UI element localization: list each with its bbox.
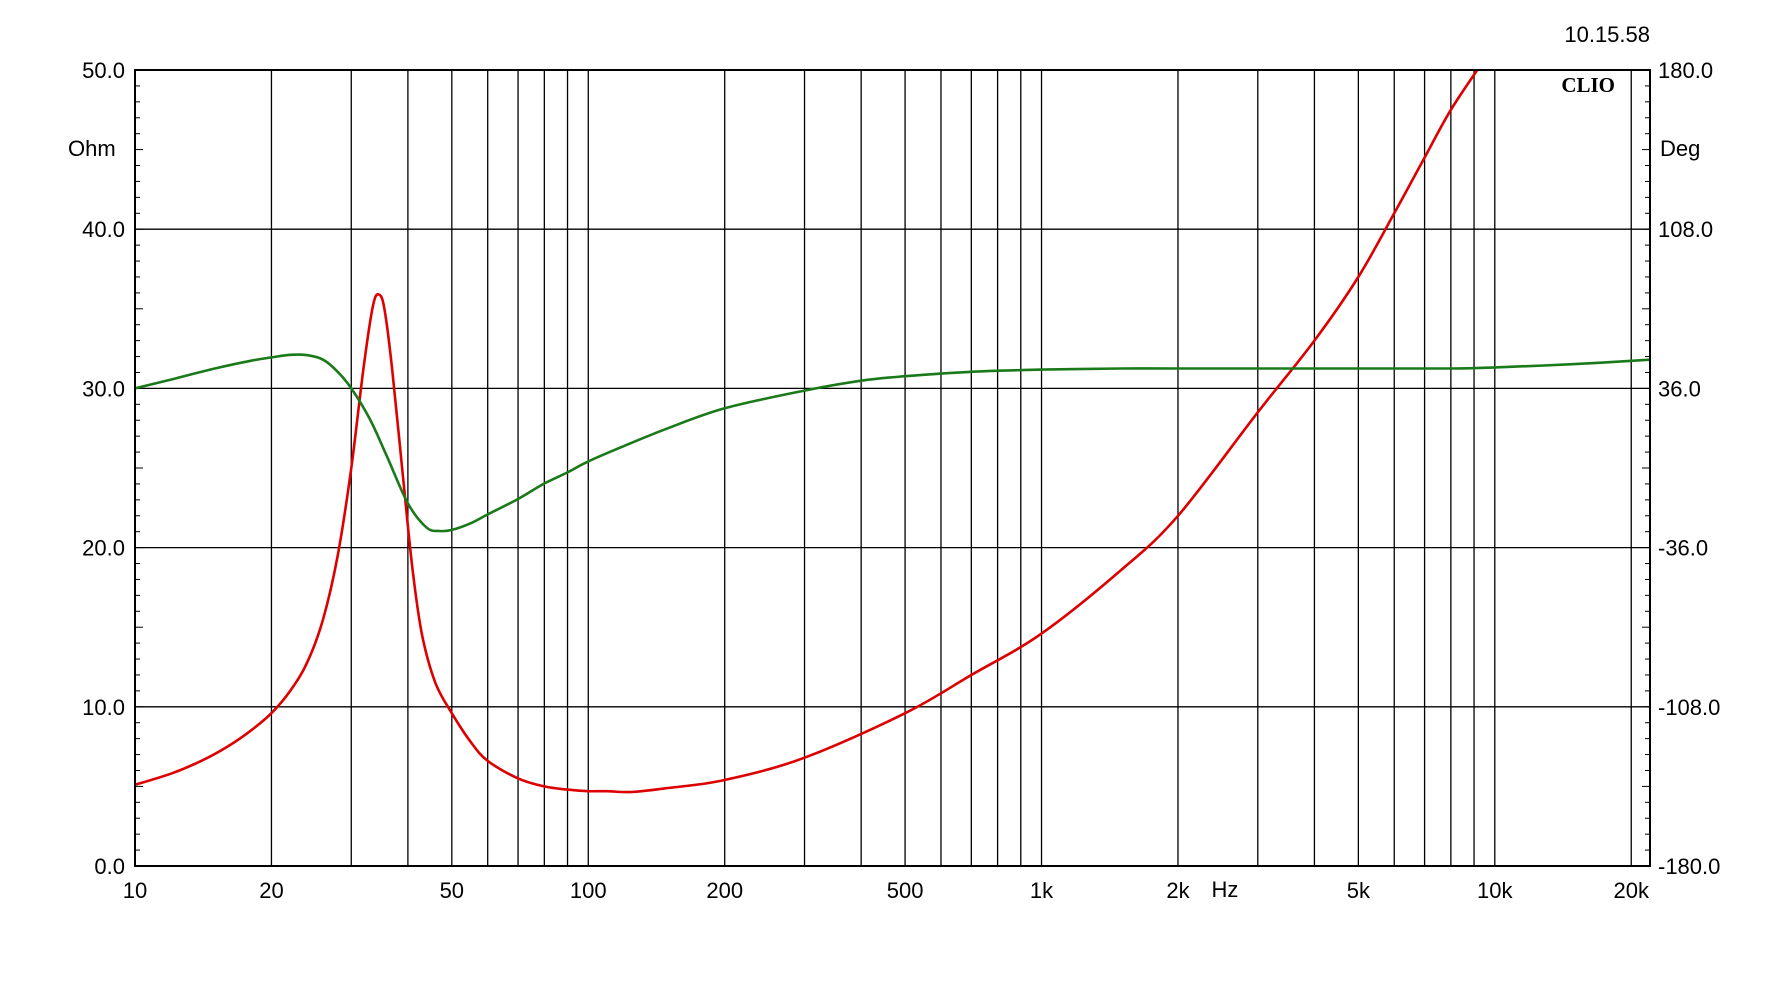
x-tick-label: 1k [1030,878,1054,903]
x-tick-label: 5k [1347,878,1371,903]
x-tick-label: 10k [1477,878,1513,903]
y-left-tick-label: 10.0 [82,695,125,720]
y-left-tick-label: 30.0 [82,376,125,401]
x-axis-unit: Hz [1212,877,1239,902]
y-left-tick-label: 0.0 [94,854,125,879]
y-axis-left-unit: Ohm [68,136,116,161]
y-right-tick-label: -108.0 [1658,695,1720,720]
x-tick-label: 500 [887,878,924,903]
y-left-tick-label: 20.0 [82,536,125,561]
y-right-tick-label: 180.0 [1658,58,1713,83]
y-left-tick-label: 50.0 [82,58,125,83]
y-left-tick-labels: 0.0 10.0 20.0 30.0 40.0 50.0 [82,58,125,879]
grid [134,69,1650,867]
x-tick-label: 20k [1613,878,1649,903]
x-tick-label: 50 [440,878,464,903]
y-right-tick-label: -180.0 [1658,854,1720,879]
y-right-tick-label: -36.0 [1658,536,1708,561]
curves [135,70,1650,794]
x-tick-labels: 10 20 50 100 200 500 1k 2k 5k 10k 20k [123,878,1650,903]
impedance-curve [135,70,1479,794]
x-tick-label: 20 [259,878,283,903]
x-tick-label: 10 [123,878,147,903]
y-right-tick-labels: -180.0 -108.0 -36.0 36.0 108.0 180.0 [1658,58,1720,879]
timestamp: 10.15.58 [1564,22,1650,47]
y-left-tick-label: 40.0 [82,217,125,242]
x-tick-label: 200 [706,878,743,903]
clio-logo: CLIO [1561,73,1615,97]
plot-frame [134,69,1651,867]
y-right-tick-label: 36.0 [1658,376,1701,401]
phase-curve [135,353,1650,533]
y-right-tick-label: 108.0 [1658,217,1713,242]
x-tick-label: 2k [1166,878,1190,903]
x-tick-label: 100 [570,878,607,903]
y-axis-right-unit: Deg [1660,136,1700,161]
